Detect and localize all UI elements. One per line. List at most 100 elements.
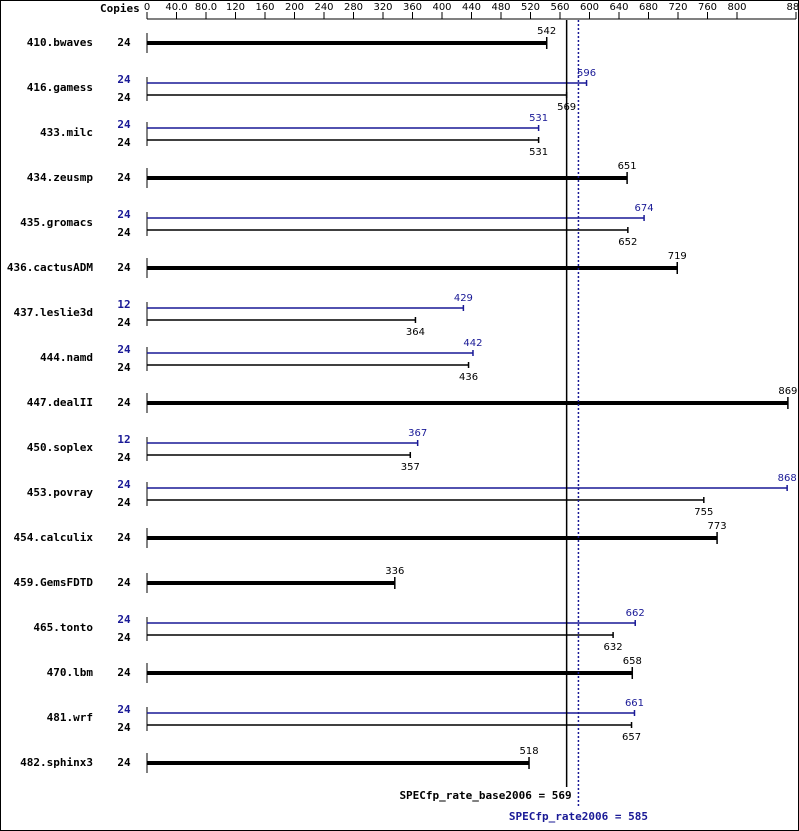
category-label: 410.bwaves bbox=[27, 36, 93, 49]
reference-label: SPECfp_rate_base2006 = 569 bbox=[399, 789, 571, 802]
x-tick-label: 320 bbox=[373, 2, 392, 13]
base-value-label: 652 bbox=[618, 237, 637, 248]
category-label: 436.cactusADM bbox=[7, 261, 93, 274]
x-tick-label: 160 bbox=[255, 2, 274, 13]
category-label: 450.soplex bbox=[27, 441, 94, 454]
x-tick-label: 880 bbox=[786, 2, 799, 13]
copies: 24 bbox=[117, 36, 131, 49]
x-tick-label: 360 bbox=[403, 2, 422, 13]
bar bbox=[147, 266, 678, 270]
peak-copies: 24 bbox=[117, 703, 131, 716]
category-label: 437.leslie3d bbox=[14, 306, 93, 319]
bar bbox=[147, 581, 395, 585]
bar bbox=[147, 671, 633, 675]
peak-copies: 24 bbox=[117, 613, 131, 626]
copies: 24 bbox=[117, 261, 131, 274]
copies: 24 bbox=[117, 396, 131, 409]
value-label: 336 bbox=[385, 566, 404, 577]
peak-value-label: 596 bbox=[577, 68, 596, 79]
copies: 24 bbox=[117, 171, 131, 184]
base-value-label: 364 bbox=[406, 327, 425, 338]
bar bbox=[147, 761, 530, 765]
category-label: 435.gromacs bbox=[20, 216, 93, 229]
value-label: 719 bbox=[668, 251, 687, 262]
value-label: 658 bbox=[623, 656, 642, 667]
peak-copies: 24 bbox=[117, 208, 131, 221]
peak-value-label: 662 bbox=[626, 608, 645, 619]
x-tick-label: 680 bbox=[639, 2, 658, 13]
x-tick-label: 240 bbox=[314, 2, 333, 13]
peak-copies: 12 bbox=[117, 298, 130, 311]
value-label: 518 bbox=[519, 746, 538, 757]
category-label: 434.zeusmp bbox=[27, 171, 94, 184]
base-copies: 24 bbox=[117, 496, 131, 509]
peak-copies: 12 bbox=[117, 433, 130, 446]
base-copies: 24 bbox=[117, 721, 131, 734]
x-tick-label: 800 bbox=[727, 2, 746, 13]
x-tick-label: 440 bbox=[462, 2, 481, 13]
category-label: 447.dealII bbox=[27, 396, 93, 409]
base-copies: 24 bbox=[117, 136, 131, 149]
base-copies: 24 bbox=[117, 361, 131, 374]
peak-copies: 24 bbox=[117, 343, 131, 356]
base-value-label: 357 bbox=[401, 462, 420, 473]
bar bbox=[147, 176, 628, 180]
peak-value-label: 868 bbox=[778, 473, 797, 484]
base-copies: 24 bbox=[117, 91, 131, 104]
base-value-label: 632 bbox=[604, 642, 623, 653]
category-label: 459.GemsFDTD bbox=[14, 576, 94, 589]
peak-value-label: 661 bbox=[625, 698, 644, 709]
value-label: 869 bbox=[778, 386, 797, 397]
base-copies: 24 bbox=[117, 316, 131, 329]
category-label: 470.lbm bbox=[47, 666, 94, 679]
peak-value-label: 442 bbox=[463, 338, 482, 349]
base-copies: 24 bbox=[117, 451, 131, 464]
base-value-label: 436 bbox=[459, 372, 478, 383]
bar bbox=[147, 41, 547, 45]
category-label: 433.milc bbox=[40, 126, 93, 139]
peak-copies: 24 bbox=[117, 118, 131, 131]
peak-value-label: 367 bbox=[408, 428, 427, 439]
base-copies: 24 bbox=[117, 226, 131, 239]
x-tick-label: 280 bbox=[344, 2, 363, 13]
x-tick-label: 600 bbox=[580, 2, 599, 13]
copies: 24 bbox=[117, 666, 131, 679]
x-tick-label: 40.0 bbox=[165, 2, 187, 13]
x-tick-label: 720 bbox=[668, 2, 687, 13]
value-label: 651 bbox=[618, 161, 637, 172]
peak-copies: 24 bbox=[117, 73, 131, 86]
x-tick-label: 400 bbox=[432, 2, 451, 13]
category-label: 416.gamess bbox=[27, 81, 93, 94]
base-copies: 24 bbox=[117, 631, 131, 644]
x-tick-label: 640 bbox=[609, 2, 628, 13]
category-label: 453.povray bbox=[27, 486, 94, 499]
x-tick-label: 0 bbox=[144, 2, 150, 13]
copies: 24 bbox=[117, 576, 131, 589]
value-label: 773 bbox=[708, 521, 727, 532]
category-label: 465.tonto bbox=[33, 621, 93, 634]
base-value-label: 755 bbox=[694, 507, 713, 518]
x-tick-label: 120 bbox=[226, 2, 245, 13]
category-label: 444.namd bbox=[40, 351, 93, 364]
x-tick-label: 80.0 bbox=[195, 2, 217, 13]
reference-label: SPECfp_rate2006 = 585 bbox=[509, 810, 648, 823]
base-value-label: 657 bbox=[622, 732, 641, 743]
bar bbox=[147, 401, 788, 405]
x-tick-label: 560 bbox=[550, 2, 569, 13]
copies: 24 bbox=[117, 756, 131, 769]
peak-value-label: 674 bbox=[635, 203, 654, 214]
base-value-label: 531 bbox=[529, 147, 548, 158]
x-tick-label: 520 bbox=[521, 2, 540, 13]
value-label: 542 bbox=[537, 26, 556, 37]
category-label: 481.wrf bbox=[47, 711, 93, 724]
x-tick-label: 480 bbox=[491, 2, 510, 13]
category-label: 482.sphinx3 bbox=[20, 756, 93, 769]
bar bbox=[147, 536, 718, 540]
category-label: 454.calculix bbox=[14, 531, 94, 544]
peak-value-label: 429 bbox=[454, 293, 473, 304]
copies-header: Copies bbox=[100, 2, 140, 15]
x-tick-label: 760 bbox=[698, 2, 717, 13]
x-tick-label: 200 bbox=[285, 2, 304, 13]
